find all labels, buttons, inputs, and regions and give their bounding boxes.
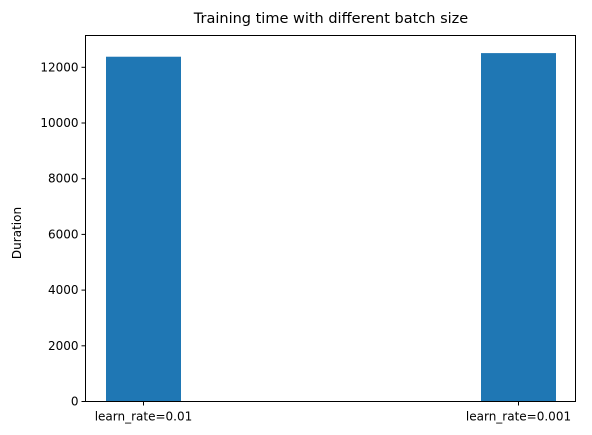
bars bbox=[106, 53, 556, 402]
y-tick-label: 8000 bbox=[48, 172, 79, 186]
y-tick-label: 0 bbox=[71, 395, 79, 409]
y-axis-label: Duration bbox=[10, 207, 24, 259]
x-tick-label: learn_rate=0.01 bbox=[95, 410, 193, 424]
y-tick-label: 6000 bbox=[48, 227, 79, 241]
bar-1 bbox=[106, 56, 181, 402]
y-tick-label: 12000 bbox=[40, 60, 78, 74]
y-axis: 0 2000 4000 6000 8000 10000 12000 bbox=[40, 60, 86, 409]
bar-2 bbox=[481, 53, 556, 402]
y-tick-label: 10000 bbox=[40, 116, 78, 130]
y-tick-label: 2000 bbox=[48, 339, 79, 353]
chart-title: Training time with different batch size bbox=[193, 11, 468, 27]
x-tick-label: learn_rate=0.001 bbox=[466, 410, 571, 424]
y-tick-label: 4000 bbox=[48, 283, 79, 297]
x-axis: learn_rate=0.01 learn_rate=0.001 bbox=[95, 401, 571, 424]
axes-frame bbox=[85, 35, 576, 402]
